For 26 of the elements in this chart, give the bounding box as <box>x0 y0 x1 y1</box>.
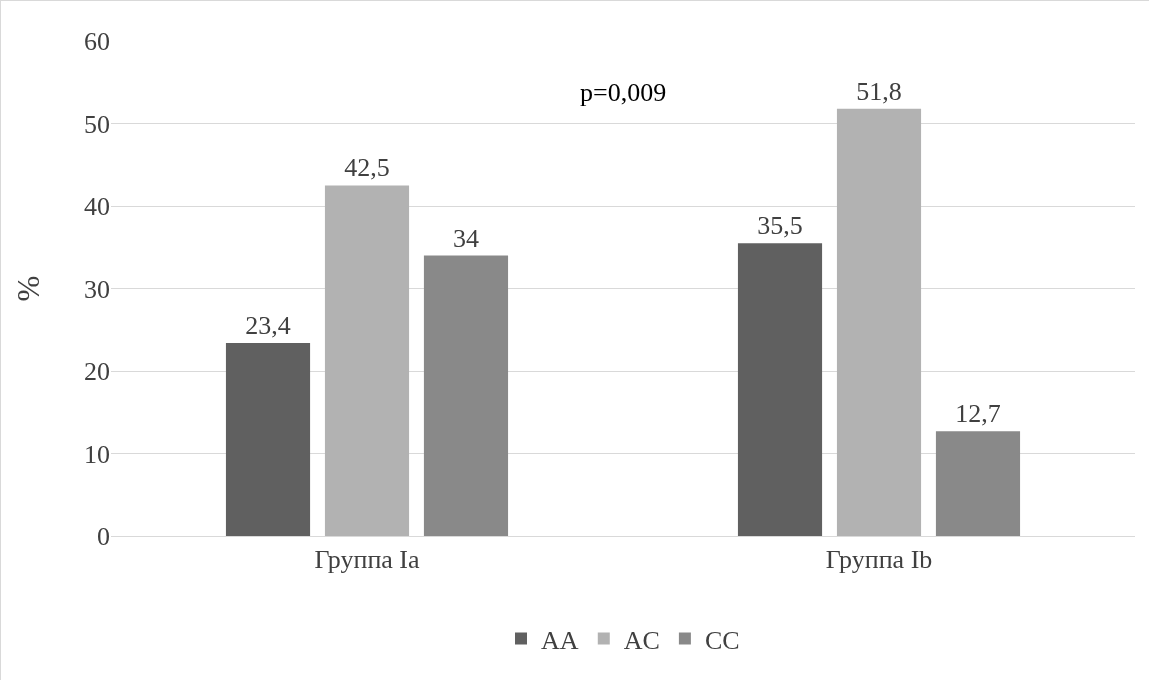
x-tick-label: Группа Ia <box>314 545 421 575</box>
bar <box>737 243 823 536</box>
data-label: 12,7 <box>955 399 1001 429</box>
y-tick-label: 10 <box>84 439 110 469</box>
legend-label: CC <box>704 625 740 655</box>
y-tick-label: 0 <box>97 522 110 552</box>
data-label: 35,5 <box>757 211 803 241</box>
x-tick-label: Группа Ib <box>825 545 933 575</box>
y-axis-title: % <box>11 275 46 302</box>
bar <box>423 255 509 536</box>
y-tick-label: 40 <box>84 192 110 222</box>
y-tick-label: 30 <box>84 274 110 304</box>
annotation: p=0,009 <box>580 78 667 107</box>
y-tick-label: 60 <box>84 27 110 57</box>
y-tick-label: 50 <box>84 109 110 139</box>
legend-label: AA <box>541 625 579 655</box>
bar <box>324 185 410 536</box>
data-label: 42,5 <box>344 153 390 183</box>
bar <box>225 342 311 536</box>
data-label: 23,4 <box>245 310 291 340</box>
data-label: 34 <box>452 223 479 253</box>
bar <box>935 431 1021 536</box>
data-label: 51,8 <box>856 76 902 106</box>
y-tick-label: 20 <box>84 357 110 387</box>
bar <box>836 108 922 536</box>
legend-label: AC <box>623 625 660 655</box>
